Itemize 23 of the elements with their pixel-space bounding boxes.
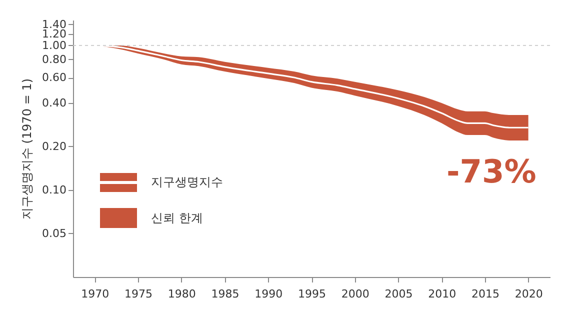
annotation: -73%	[446, 152, 536, 191]
y-tick-label: 0.05	[42, 226, 66, 240]
y-tick-label: 1.00	[42, 38, 66, 52]
x-tick-label: 1985	[211, 288, 240, 300]
x-tick-label: 1995	[298, 288, 326, 300]
x-tick-label: 1975	[124, 288, 153, 300]
x-tick-label: 1970	[81, 288, 110, 300]
y-axis-title: 지구생명지수 (1970 = 1)	[20, 78, 34, 220]
annotation: 신뢰 한계	[151, 210, 203, 226]
y-tick-label: 0.60	[42, 71, 66, 84]
x-tick-label: 1990	[254, 288, 283, 300]
legend: 지구생명지수 신뢰 한계	[100, 172, 223, 228]
x-tick-label: 2015	[471, 288, 500, 300]
y-tick-label: 0.20	[42, 140, 66, 153]
y-tick-label: 0.10	[42, 183, 66, 196]
x-tick-label: 2020	[514, 288, 543, 300]
y-tick-label: 0.40	[42, 96, 66, 110]
x-tick-label: 1980	[168, 288, 196, 300]
x-tick-label: 2005	[384, 288, 413, 300]
legend-label: 지구생명지수	[151, 174, 223, 190]
y-tick-label: 0.80	[42, 52, 66, 66]
x-tick-label: 2000	[341, 288, 370, 300]
x-tick-label: 2010	[428, 288, 456, 300]
